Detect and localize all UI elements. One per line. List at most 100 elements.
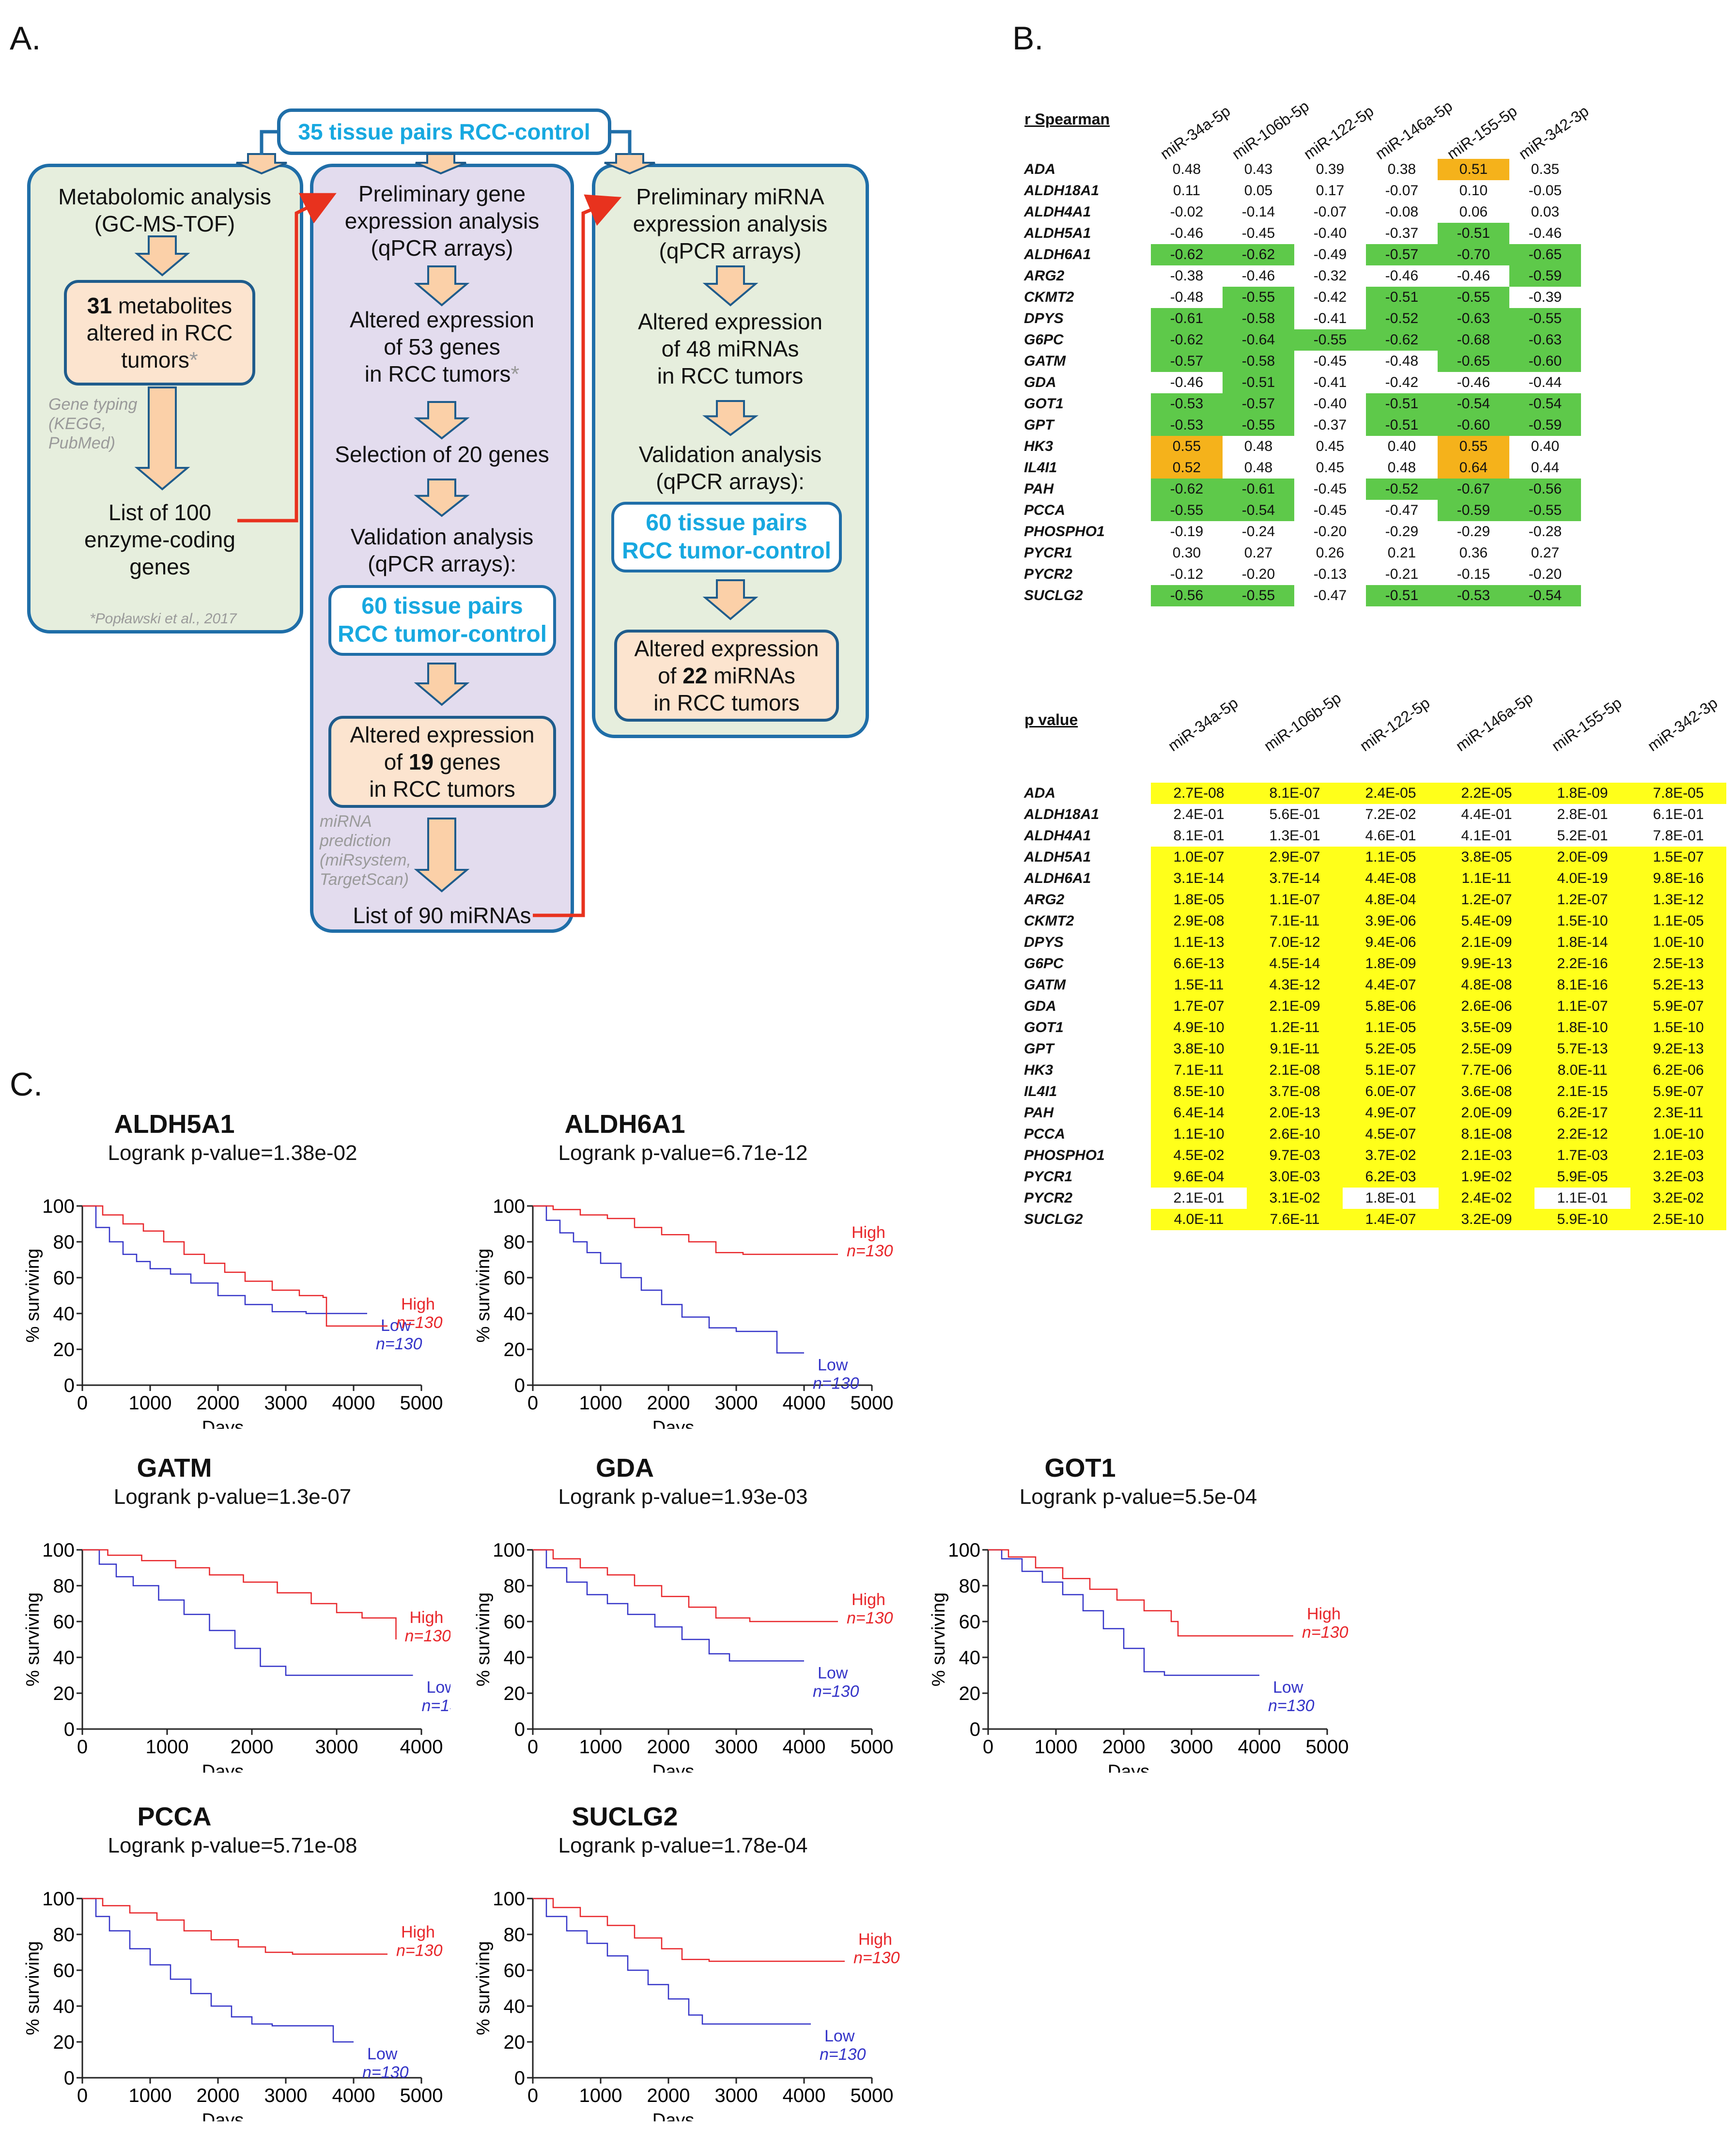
mirna-validation-text: Validation analysis (qPCR arrays): [638,442,822,494]
metabolites-count: 31 [87,293,112,318]
table-row: IL4I1 8.5E-10 3.7E-08 6.0E-07 3.6E-08 2.1E-15… [1022,1081,1726,1102]
table-cell: 0.10 [1459,183,1488,199]
table-cell: 1.1E-07 [1534,996,1630,1017]
table-row: IL4I1 0.52 0.48 0.45 0.48 0.64 0.44 [1022,457,1581,479]
table-cell: -0.51 [1366,393,1438,415]
table-row: PCCA -0.55 -0.54 -0.45 -0.47 -0.59 -0.55 [1022,500,1581,521]
table-cell: 0.64 [1438,457,1509,479]
table-cell: 2.1E-09 [1439,932,1534,953]
table-cell: -0.55 [1509,500,1581,521]
altered-mirnas-pre: Altered expression of [634,636,819,688]
x-tick-label: 5000 [851,1736,894,1758]
km-plot-suclg2: SUCLG2 Logrank p-value=1.78e-04 0 20 40 60 80 1… [465,1802,901,2121]
x-tick-label: 4000 [332,1392,375,1414]
table-cell: -0.67 [1438,479,1509,500]
table-cell: 2.5E-10 [1630,1209,1726,1230]
table-cell: 0.35 [1531,161,1560,177]
table-cell: 3.0E-03 [1247,1166,1343,1188]
y-axis-label: % surviving [473,1941,494,2035]
x-tick-label: 3000 [715,1736,758,1758]
x-tick-label: 0 [527,1736,538,1758]
table-cell: 0.48 [1172,161,1201,177]
row-gene-label: PAH [1024,481,1054,497]
table-cell: -0.63 [1438,308,1509,329]
y-tick-label: 0 [64,1375,75,1396]
y-tick-label: 80 [53,1232,75,1253]
flow-arrow-2 [414,265,470,307]
y-tick-label: 20 [504,1339,526,1360]
table-cell: 0.39 [1316,161,1345,177]
table-cell: 2.5E-13 [1630,953,1726,974]
table-cell: -0.49 [1313,247,1347,263]
y-axis-label: % surviving [473,1592,494,1686]
table-cell: -0.62 [1151,329,1223,351]
y-tick-label: 40 [504,1647,526,1669]
table-cell: 4.9E-07 [1343,1102,1439,1124]
x-tick-label: 1000 [146,1736,189,1758]
y-axis-label: % surviving [929,1592,949,1686]
table-cell: -0.57 [1223,393,1294,415]
table-cell: 1.8E-14 [1534,932,1630,953]
table-cell: 0.27 [1244,545,1273,561]
km-subtitle: Logrank p-value=1.3e-07 [113,1485,352,1509]
table-row: PAH 6.4E-14 2.0E-13 4.9E-07 2.0E-09 6.2E-17 2.… [1022,1102,1726,1124]
table-cell: 1.7E-07 [1151,996,1247,1017]
table-cell: -0.07 [1313,204,1347,220]
table-cell: 8.1E-01 [1173,828,1224,844]
y-tick-label: 60 [504,1611,526,1633]
flow-arrow-7 [702,265,759,307]
table-cell: -0.51 [1366,585,1438,606]
table-row: CKMT2 -0.48 -0.55 -0.42 -0.51 -0.55 -0.39 [1022,287,1581,308]
table-cell: 1.5E-10 [1630,1017,1726,1038]
x-axis-label: Days [652,1418,695,1429]
flow-arrow-12 [604,153,655,175]
x-tick-label: 3000 [264,2085,308,2106]
km-legend-high: High [401,1295,435,1313]
x-tick-label: 4000 [783,1392,826,1414]
table-cell: 1.2E-11 [1247,1017,1343,1038]
km-legend-low: Low [367,2045,398,2063]
row-gene-label: IL4I1 [1024,460,1057,476]
table-cell: -0.45 [1313,353,1347,369]
table-cell: -0.54 [1509,393,1581,415]
x-tick-label: 2000 [231,1736,274,1758]
table-row: PYCR2 -0.12 -0.20 -0.13 -0.21 -0.15 -0.20 [1022,564,1581,585]
table-cell: -0.29 [1457,524,1490,540]
y-tick-label: 0 [64,1719,75,1740]
table-row: ALDH5A1 -0.46 -0.45 -0.40 -0.37 -0.51 -0.46 [1022,223,1581,244]
table-cell: 2.2E-12 [1534,1124,1630,1145]
table-cell: 1.8E-09 [1343,953,1439,974]
table-cell: 1.2E-07 [1534,889,1630,911]
table-cell: -0.52 [1366,308,1438,329]
km-n-high: n=130 [405,1627,451,1645]
table-cell: 4.0E-19 [1534,868,1630,889]
spearman-table: ADA 0.48 0.43 0.39 0.38 0.51 0.35 ALDH18A1 0.11 0… [1022,159,1581,606]
row-gene-label: DPYS [1024,934,1064,950]
table-row: ALDH18A1 0.11 0.05 0.17 -0.07 0.10 -0.05 [1022,180,1581,201]
x-tick-label: 2000 [647,2085,690,2106]
table-cell: 5.7E-13 [1534,1038,1630,1060]
km-title: SUCLG2 [572,1802,678,1831]
table-cell: -0.54 [1438,393,1509,415]
x-tick-label: 5000 [851,2085,894,2106]
table-cell: 1.5E-10 [1534,911,1630,932]
table-cell: 0.26 [1316,545,1345,561]
table-cell: 5.9E-10 [1534,1209,1630,1230]
table-cell: 9.9E-13 [1439,953,1534,974]
table-cell: 3.1E-02 [1247,1188,1343,1209]
altered-genes-count: 19 [408,749,434,774]
km-n-low: n=130 [362,2063,409,2082]
altered-mirnas-box: Altered expression of 22 miRNAs in RCC t… [614,630,839,722]
y-tick-label: 100 [42,1540,75,1561]
y-axis-label: % surviving [23,1592,43,1686]
km-subtitle: Logrank p-value=1.78e-04 [558,1834,808,1857]
km-legend-high: High [858,1931,892,1949]
metabolites-star: * [189,347,198,372]
table-cell: 2.1E-03 [1630,1145,1726,1166]
km-n-high: n=130 [396,1942,443,1960]
table-cell: 7.8E-01 [1653,828,1704,844]
table-cell: -0.24 [1241,524,1275,540]
table-cell: -0.55 [1223,287,1294,308]
table-cell: 0.45 [1316,460,1345,476]
